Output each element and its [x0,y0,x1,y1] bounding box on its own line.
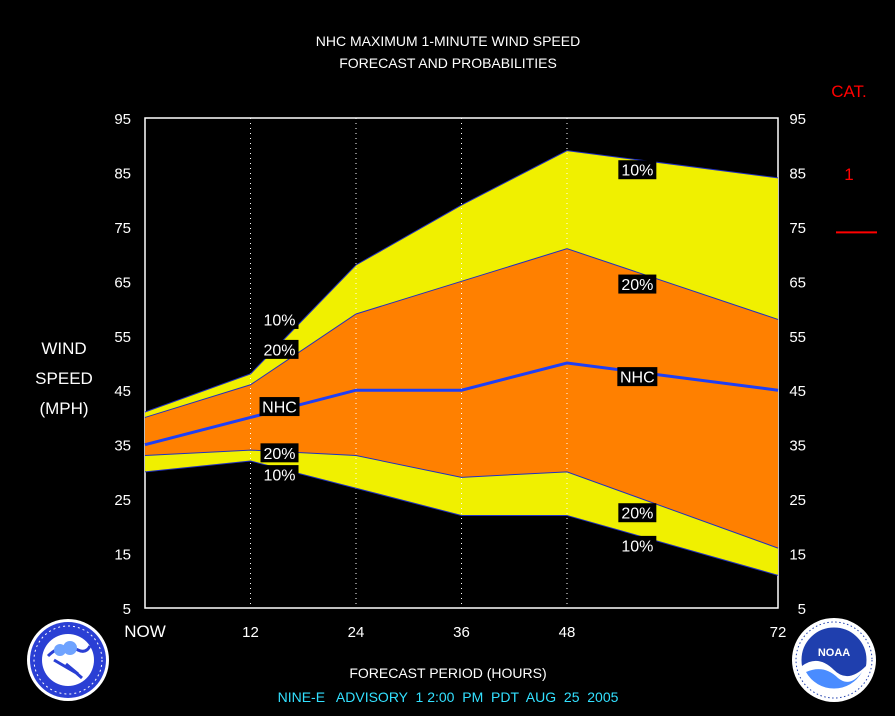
chart-title-line2: FORECAST AND PROBABILITIES [339,55,557,71]
series-label-bg [260,443,299,463]
y-tick-right-45: 45 [789,383,806,400]
series-label-text: 10% [263,468,295,485]
y-tick-left-55: 55 [114,329,131,346]
series-label-9: 10% [260,465,299,485]
x-axis-label: FORECAST PERIOD (HOURS) [349,665,546,681]
series-label-bg [618,160,657,180]
series-label-bg [617,367,658,387]
y-axis-label-line2: SPEED [35,369,93,388]
y-axis-label-line3: (MPH) [39,399,88,418]
chart-title-line1: NHC MAXIMUM 1-MINUTE WIND SPEED [316,33,580,49]
category-level-label: 1 [844,165,853,184]
series-label-text: 10% [621,538,653,555]
x-tick-12: 12 [242,624,259,641]
series-line-1 [144,248,779,418]
advisory-text: NINE-E ADVISORY 1 2:00 PM PDT AUG 25 200… [278,689,619,705]
y-tick-left-35: 35 [114,438,131,455]
x-tick-48: 48 [559,624,576,641]
y-tick-left-85: 85 [114,165,131,182]
y-tick-right-15: 15 [789,547,806,564]
series-label-4: 10% [618,535,657,555]
y-tick-left-75: 75 [114,220,131,237]
series-label-text: 20% [263,342,295,359]
x-tick-36: 36 [453,624,470,641]
noaa-logo-icon: NOAA [792,618,876,702]
y-axis-label: WIND SPEED (MPH) [35,339,93,418]
series-label-0: 10% [618,160,657,180]
series-label-bg [618,535,657,555]
series-line-4 [144,460,779,576]
y-tick-right-85: 85 [789,165,806,182]
y-tick-right-65: 65 [789,274,806,291]
y-tick-right-5: 5 [798,601,806,618]
y-tick-right-95: 95 [789,111,806,128]
y-tick-right-25: 25 [789,492,806,509]
y-tick-right-75: 75 [789,220,806,237]
series-line-0 [144,150,779,413]
series-label-5: 10% [260,309,299,329]
y-tick-left-45: 45 [114,383,131,400]
series-label-3: 20% [618,503,657,523]
y-tick-left-5: 5 [123,601,131,618]
series-label-text: 20% [621,277,653,294]
x-tick-24: 24 [348,624,365,641]
series-label-7: NHC [259,397,300,417]
x-tick-72: 72 [770,624,787,641]
y-tick-left-25: 25 [114,492,131,509]
series-label-bg [260,465,299,485]
series-label-bg [260,339,299,359]
y-tick-left-95: 95 [114,111,131,128]
y-axis-label-line1: WIND [41,339,86,358]
series-label-1: 20% [618,274,657,294]
category-title: CAT. [831,82,867,101]
nws-logo-icon [27,619,109,701]
series-label-text: 10% [263,312,295,329]
series-label-text: 20% [621,506,653,523]
y-tick-right-35: 35 [789,438,806,455]
y-tick-left-15: 15 [114,547,131,564]
series-lines [144,150,779,576]
series-label-text: NHC [620,370,655,387]
series-label-text: 20% [263,446,295,463]
series-label-bg [618,503,657,523]
y-tick-left-65: 65 [114,274,131,291]
svg-text:NOAA: NOAA [818,647,850,659]
series-label-8: 20% [260,443,299,463]
series-label-bg [618,274,657,294]
series-label-2: NHC [617,367,658,387]
y-tick-right-55: 55 [789,329,806,346]
series-label-text: NHC [262,400,297,417]
series-label-bg [260,309,299,329]
series-labels: 10% 20% NHC 20% 10% 10% 20% NHC 20% 10% [259,160,658,555]
series-line-3 [144,449,779,549]
x-tick-NOW: NOW [124,622,166,641]
series-label-bg [259,397,300,417]
series-label-text: 10% [621,163,653,180]
series-label-6: 20% [260,339,299,359]
series-line-2 [144,361,779,447]
